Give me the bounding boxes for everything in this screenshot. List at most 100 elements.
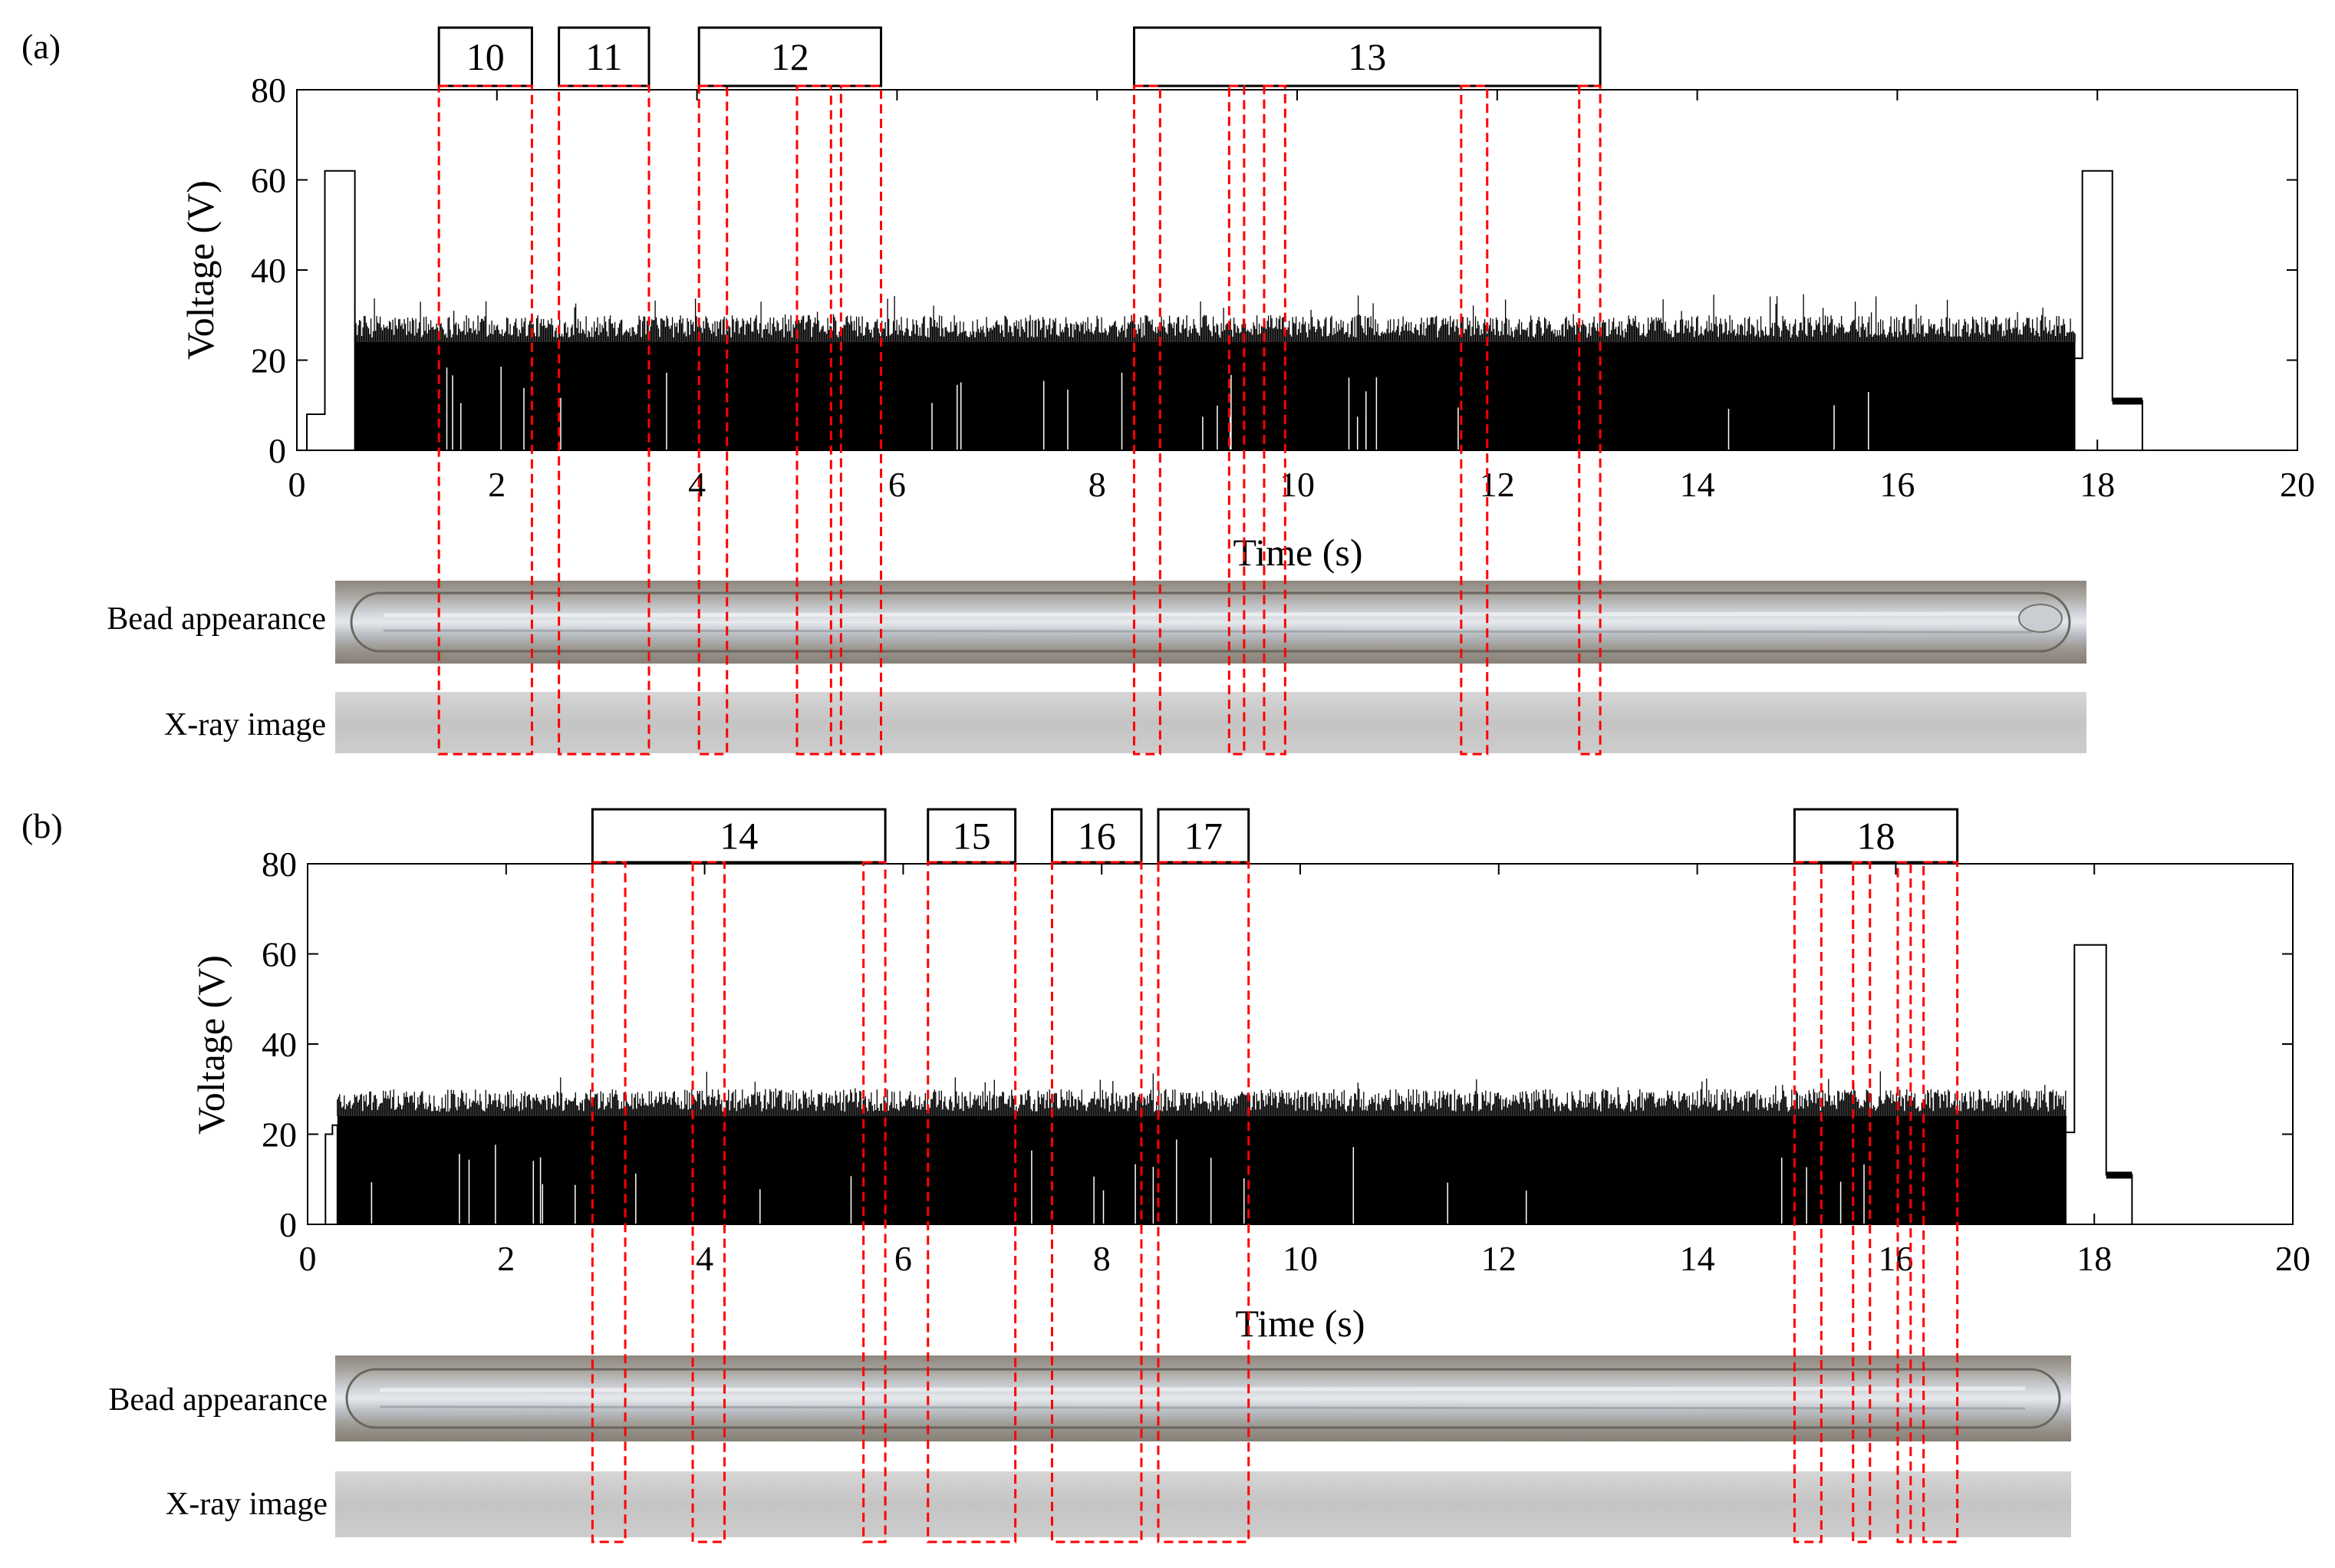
panel-b-label: (b) xyxy=(21,806,63,845)
defect-region-label-box xyxy=(927,808,1017,864)
y-tick-label: 20 xyxy=(262,1115,297,1155)
defect-window xyxy=(1922,861,1959,1543)
y-tick-label: 40 xyxy=(251,251,286,290)
panel-a-tick-labels: 0 2 4 6 8 10 12 14 16 18 20 0 20 40 60 80 xyxy=(251,71,2315,504)
panel-a-x-axis-label: Time (s) xyxy=(1233,531,1362,574)
x-tick-label: 20 xyxy=(2275,1239,2310,1278)
y-tick-label: 20 xyxy=(251,341,286,380)
arc-voltage-spikes xyxy=(354,294,2076,342)
defect-window xyxy=(691,861,726,1543)
panel-b-xray-label: X-ray image xyxy=(166,1487,328,1522)
defect-window xyxy=(1132,84,1161,756)
defect-region-label: 14 xyxy=(720,815,758,858)
defect-region-label-box xyxy=(1132,26,1602,87)
x-tick-label: 2 xyxy=(497,1239,515,1278)
x-tick-label: 8 xyxy=(1088,465,1106,504)
arc-voltage-spikes xyxy=(337,1071,2067,1116)
defect-region-label: 15 xyxy=(953,815,991,858)
y-tick-label: 0 xyxy=(279,1205,297,1244)
x-tick-label: 20 xyxy=(2280,465,2315,504)
defect-window xyxy=(1051,861,1143,1543)
arc-voltage-band xyxy=(354,342,2076,450)
defect-window xyxy=(1896,861,1912,1543)
x-tick-label: 16 xyxy=(1879,465,1915,504)
defect-region-label: 12 xyxy=(771,35,809,78)
defect-region-label: 11 xyxy=(585,35,622,78)
panel-b-tick-labels: 0 2 4 6 8 10 12 14 16 18 20 0 20 40 60 80 xyxy=(262,845,2310,1278)
x-tick-label: 16 xyxy=(1878,1239,1913,1278)
panel-a-xray-label: X-ray image xyxy=(164,707,326,743)
end-pulse-tail xyxy=(2106,1171,2132,1179)
defect-window xyxy=(1578,84,1602,756)
defect-region-label-box xyxy=(697,26,883,87)
defect-window xyxy=(1793,861,1823,1543)
defect-window xyxy=(1263,84,1286,756)
defect-window xyxy=(697,84,729,756)
panel-b-voltage-signal xyxy=(324,944,2133,1224)
panel-b-defect-regions: 14 15 16 17 18 xyxy=(591,808,1959,1543)
defect-region-label: 17 xyxy=(1184,815,1223,858)
panel-a-label: (a) xyxy=(21,27,61,66)
defect-window xyxy=(927,861,1017,1543)
panel-b-plot-frame xyxy=(307,863,2294,1225)
x-tick-label: 18 xyxy=(2080,465,2115,504)
panel-a-defect-regions: 10 11 12 13 xyxy=(437,26,1602,756)
panel-b-x-axis-label: Time (s) xyxy=(1235,1302,1365,1345)
x-tick-label: 4 xyxy=(696,1239,713,1278)
x-tick-label: 12 xyxy=(1481,1239,1517,1278)
defect-region-label-box xyxy=(437,26,533,87)
defect-region-label-box xyxy=(591,808,887,864)
striking-pulse xyxy=(306,170,356,450)
panel-b-xray-image xyxy=(335,1471,2071,1537)
striking-pulse xyxy=(324,1124,338,1224)
defect-window xyxy=(1852,861,1872,1543)
x-tick-label: 14 xyxy=(1680,1239,1715,1278)
y-tick-label: 80 xyxy=(251,71,286,110)
panel-a-xray-image xyxy=(335,692,2086,753)
x-tick-label: 6 xyxy=(888,465,906,504)
panel-a-y-axis-label: Voltage (V) xyxy=(179,180,222,360)
end-pulse xyxy=(2066,944,2133,1224)
x-tick-label: 10 xyxy=(1279,465,1315,504)
defect-window xyxy=(591,861,627,1543)
defect-window xyxy=(1460,84,1489,756)
defect-region-label: 18 xyxy=(1857,815,1895,858)
panel-a-bead-label: Bead appearance xyxy=(107,601,326,637)
x-tick-label: 18 xyxy=(2076,1239,2112,1278)
defect-window xyxy=(558,84,650,756)
x-tick-label: 6 xyxy=(894,1239,912,1278)
panel-a-voltage-signal xyxy=(306,170,2143,450)
x-tick-label: 14 xyxy=(1680,465,1715,504)
defect-region-label-box xyxy=(1051,808,1143,864)
x-tick-label: 2 xyxy=(488,465,506,504)
x-tick-label: 10 xyxy=(1283,1239,1318,1278)
y-tick-label: 80 xyxy=(262,845,297,884)
defect-window xyxy=(839,84,883,756)
defect-region-label: 16 xyxy=(1078,815,1116,858)
defect-window xyxy=(795,84,832,756)
defect-window xyxy=(1227,84,1246,756)
defect-window xyxy=(437,84,533,756)
defect-region-label-box xyxy=(1157,808,1250,864)
x-tick-label: 12 xyxy=(1480,465,1515,504)
panel-a: (a) 0 2 4 6 8 10 12 14 16 18 20 0 20 40 60 80 Voltage (… xyxy=(21,26,2315,756)
panel-a-bead-image xyxy=(335,581,2086,664)
x-tick-label: 4 xyxy=(688,465,706,504)
y-tick-label: 0 xyxy=(268,431,286,470)
defect-region-label-box xyxy=(1793,808,1959,864)
y-tick-label: 40 xyxy=(262,1025,297,1064)
x-tick-label: 8 xyxy=(1093,1239,1111,1278)
defect-window xyxy=(1157,861,1250,1543)
defect-region-label: 13 xyxy=(1348,35,1386,78)
panel-a-plot-frame xyxy=(296,89,2298,451)
x-tick-label: 0 xyxy=(299,1239,317,1278)
end-pulse-tail xyxy=(2112,397,2142,405)
end-pulse xyxy=(2075,170,2143,450)
x-tick-label: 0 xyxy=(288,465,306,504)
panel-b-bead-image xyxy=(335,1356,2071,1441)
panel-b-bead-label: Bead appearance xyxy=(108,1382,328,1418)
y-tick-label: 60 xyxy=(262,935,297,974)
panel-b: (b) 0 2 4 6 8 10 12 14 16 18 20 0 20 40 60 80 Voltage (… xyxy=(21,806,2310,1543)
y-tick-label: 60 xyxy=(251,161,286,200)
